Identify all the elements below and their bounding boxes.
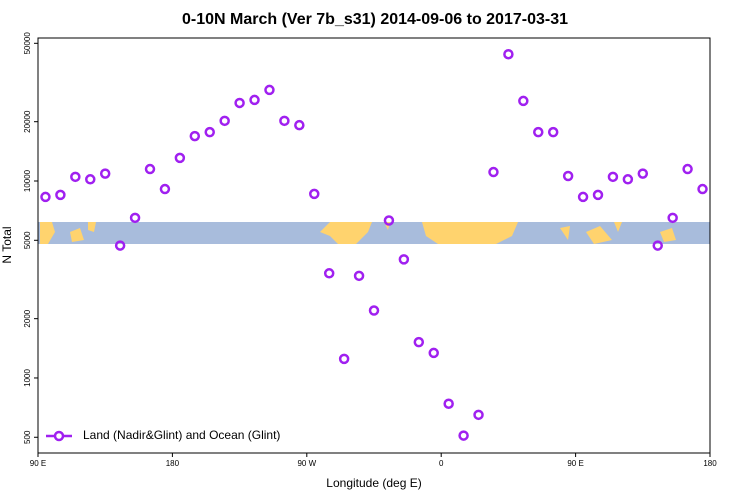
point [413, 336, 425, 348]
chart-title: 0-10N March (Ver 7b_s31) 2014-09-06 to 2… [182, 11, 568, 28]
point [667, 212, 678, 224]
point [323, 268, 335, 279]
x-axis-label: Longitude (deg E) [326, 476, 421, 490]
x-tick-label: 90 E [567, 459, 583, 468]
x-tick-label: 180 [703, 459, 717, 468]
point [577, 191, 589, 203]
point [682, 163, 693, 175]
point [533, 126, 544, 138]
point [264, 84, 275, 96]
point [547, 126, 559, 138]
point [234, 97, 245, 109]
point [592, 189, 604, 201]
ocean [38, 222, 710, 244]
point [368, 305, 380, 316]
point [428, 347, 439, 359]
point [189, 130, 201, 142]
point [70, 171, 81, 183]
y-tick-label: 2000 [23, 309, 32, 327]
point [488, 166, 499, 178]
plot-frame [37, 37, 711, 454]
point [144, 163, 156, 175]
point [249, 94, 260, 106]
y-tick-label: 500 [23, 430, 32, 444]
land [320, 222, 390, 244]
point [294, 119, 305, 131]
point [353, 270, 365, 282]
legend-label: Land (Nadir&Glint) and Ocean (Glint) [83, 428, 280, 442]
point [383, 215, 395, 226]
y-tick-label: 5000 [23, 231, 32, 249]
y-tick-label: 1000 [23, 369, 32, 387]
y-tick-label: 20000 [23, 110, 32, 133]
point [458, 430, 469, 441]
point [607, 171, 619, 183]
point [129, 212, 141, 224]
y-axis-label: N Total [0, 226, 14, 263]
point [473, 409, 484, 421]
land [422, 222, 518, 244]
land [40, 222, 96, 244]
x-tick-label: 90 E [30, 459, 46, 468]
x-tick-label: 180 [166, 459, 180, 468]
point [562, 170, 574, 182]
point [99, 168, 111, 179]
point [174, 152, 186, 164]
point [159, 183, 171, 195]
point [637, 168, 649, 179]
point [114, 240, 126, 251]
map-strip [38, 222, 710, 244]
point [652, 240, 663, 251]
point [40, 191, 51, 203]
legend-marker [53, 430, 65, 442]
y-tick-label: 10000 [23, 169, 32, 192]
point [622, 174, 634, 185]
point [204, 126, 215, 138]
point [697, 183, 708, 195]
point [338, 353, 350, 365]
point [55, 189, 66, 201]
point [219, 115, 230, 127]
x-tick-label: 0 [439, 459, 444, 468]
point [309, 188, 320, 200]
point [503, 48, 514, 60]
point [398, 254, 410, 265]
point [85, 174, 96, 185]
point [443, 398, 454, 409]
point [279, 115, 290, 127]
point [518, 95, 529, 107]
land [560, 222, 676, 244]
x-tick-label: 90 W [297, 459, 316, 468]
y-tick-label: 50000 [23, 32, 32, 55]
